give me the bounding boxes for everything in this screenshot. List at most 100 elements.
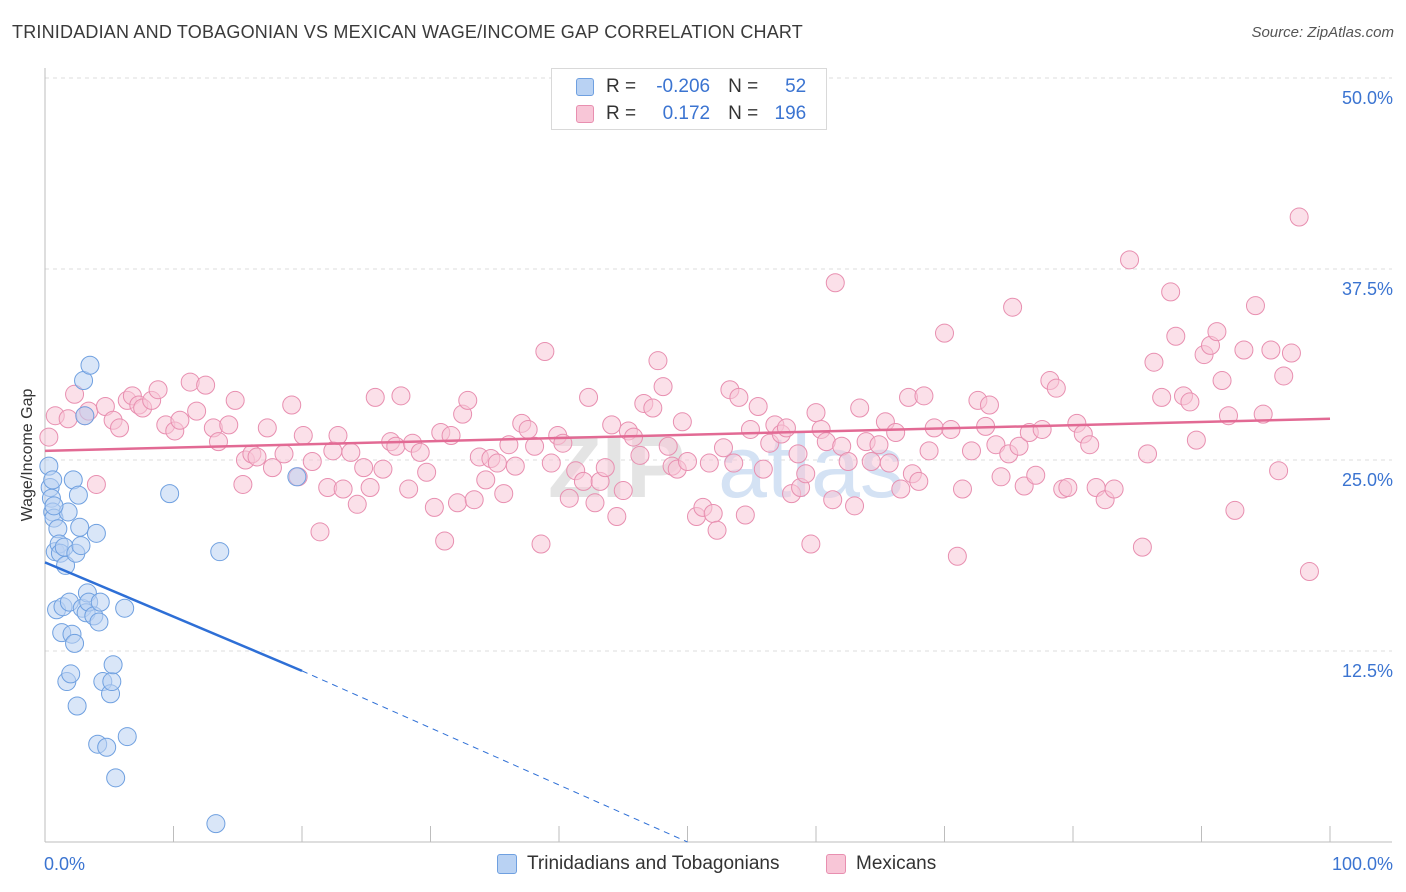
mexican-point (458, 390, 478, 410)
mexican-point (328, 426, 348, 446)
mexican-point (919, 441, 939, 461)
mexican-point (531, 534, 551, 554)
trinidadian-point (115, 598, 135, 618)
trinidadian-point (70, 517, 90, 537)
mexican-point (740, 419, 760, 439)
mexican-point (1261, 340, 1281, 360)
mexican-point (914, 386, 934, 406)
bottom-legend-label: Mexicans (856, 853, 937, 874)
axes (44, 68, 1392, 843)
mexican-point (1152, 387, 1172, 407)
x-tick-label-min: 0.0% (44, 854, 85, 874)
y-tick-label: 50.0% (1342, 88, 1393, 108)
bottom-legend-swatch-pink (826, 854, 846, 874)
mexican-point (180, 372, 200, 392)
bottom-legend-trinidadians: Trinidadians and Tobagonians (497, 852, 779, 876)
legend-row-mexicans: R = 0.172 N = 196 (576, 103, 806, 125)
legend-r-label: R = (606, 76, 637, 97)
mexican-point (302, 452, 322, 472)
y-tick-labels: 12.5% 25.0% 37.5% 50.0% (1342, 88, 1393, 681)
mexican-point (573, 471, 593, 491)
mexican-point (653, 377, 673, 397)
mexican-point (753, 459, 773, 479)
legend-r-value: -0.206 (656, 76, 711, 97)
mexican-point (986, 435, 1006, 455)
legend-r-value: 0.172 (662, 103, 711, 124)
legend-n-value: 52 (785, 76, 807, 97)
mexican-point (1245, 296, 1265, 316)
mexican-point (347, 494, 367, 514)
legend-row-trinidadians: R = -0.206 N = 52 (576, 76, 806, 98)
chart-title: TRINIDADIAN AND TOBAGONIAN VS MEXICAN WA… (12, 22, 803, 42)
trinidadian-point (67, 696, 87, 716)
mexican-point (838, 452, 858, 472)
trinidadian-trend-extension (301, 670, 688, 843)
trinidadian-point (71, 536, 91, 556)
mexican-point (845, 496, 865, 516)
trinidadians-points (39, 355, 307, 834)
mexican-point (373, 459, 393, 479)
trinidadian-point (68, 485, 88, 505)
mexican-point (1225, 500, 1245, 520)
correlation-legend: R = -0.206 N = 52 R = 0.172 N = 196 (551, 68, 827, 130)
mexican-point (1058, 478, 1078, 498)
mexican-point (699, 453, 719, 473)
trinidadian-point (117, 727, 137, 747)
mexican-point (1104, 479, 1124, 499)
trinidadian-point (89, 612, 109, 632)
mexican-point (672, 412, 692, 432)
mexican-point (219, 415, 239, 435)
mexican-point (435, 531, 455, 551)
mexican-point (1186, 430, 1206, 450)
trinidadian-point (43, 470, 63, 490)
mexican-point (1080, 435, 1100, 455)
mexican-point (1166, 326, 1186, 346)
mexican-point (233, 474, 253, 494)
mexican-point (1207, 322, 1227, 342)
x-tick-label-max: 100.0% (1332, 854, 1393, 874)
mexican-point (825, 273, 845, 293)
mexican-point (796, 464, 816, 484)
bottom-legend-mexicans: Mexicans (826, 852, 936, 876)
mexican-point (861, 452, 881, 472)
trinidadian-point (206, 814, 226, 834)
mexican-point (1299, 562, 1319, 582)
mexican-point (365, 387, 385, 407)
mexican-point (274, 444, 294, 464)
mexican-point (891, 479, 911, 499)
mexican-point (170, 410, 190, 430)
mexican-point (748, 397, 768, 417)
mexican-point (1138, 444, 1158, 464)
mexican-point (360, 478, 380, 498)
mexican-point (713, 438, 733, 458)
mexican-point (935, 323, 954, 343)
legend-n-label: N = (728, 103, 759, 124)
x-tick-labels: 0.0% 100.0% (44, 854, 1393, 874)
mexican-point (801, 534, 821, 554)
mexican-point (579, 387, 599, 407)
source-label: Source: ZipAtlas.com (1251, 24, 1394, 41)
mexican-point (262, 458, 282, 478)
grid-lines (45, 77, 1392, 652)
mexican-point (648, 351, 668, 371)
bottom-legend-swatch-blue (497, 854, 517, 874)
mexican-point (354, 458, 374, 478)
mexican-point (703, 503, 723, 523)
mexican-point (658, 436, 678, 456)
trinidadian-point (97, 737, 117, 757)
mexican-point (602, 415, 622, 435)
mexican-point (399, 479, 419, 499)
mexican-point (613, 481, 633, 501)
mexican-point (208, 432, 228, 452)
mexicans-points (39, 207, 1319, 582)
mexican-point (293, 426, 313, 446)
trinidadian-point (90, 592, 110, 612)
trinidadian-point (86, 523, 106, 543)
mexican-point (1269, 461, 1289, 481)
mexican-point (823, 490, 843, 510)
mexican-point (991, 467, 1011, 487)
mexican-point (333, 479, 353, 499)
mexican-point (148, 380, 168, 400)
mexican-point (58, 409, 78, 429)
